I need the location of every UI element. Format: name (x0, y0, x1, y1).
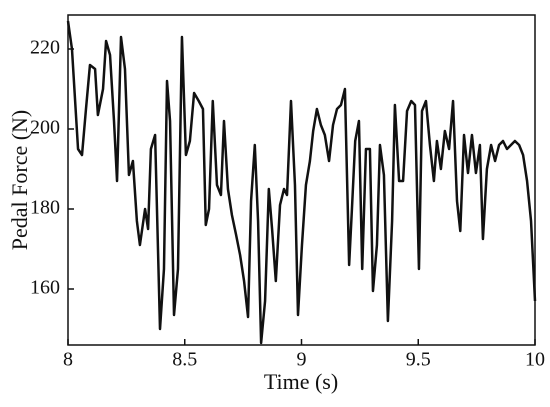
x-tick-label: 10 (525, 349, 545, 371)
y-tick-label: 220 (30, 37, 60, 59)
plot-frame (67, 14, 536, 346)
y-tick-label: 180 (30, 197, 60, 219)
y-tick-label: 200 (30, 117, 60, 139)
x-tick-label: 8 (63, 349, 73, 371)
x-tick-label: 8.5 (172, 349, 197, 371)
x-tick-label: 9 (297, 349, 307, 371)
x-tick-label: 9.5 (406, 349, 431, 371)
y-axis-label: Pedal Force (N) (7, 110, 32, 251)
y-tick-label: 160 (30, 277, 60, 299)
x-axis-label: Time (s) (264, 369, 338, 394)
data-line (66, 20, 537, 345)
